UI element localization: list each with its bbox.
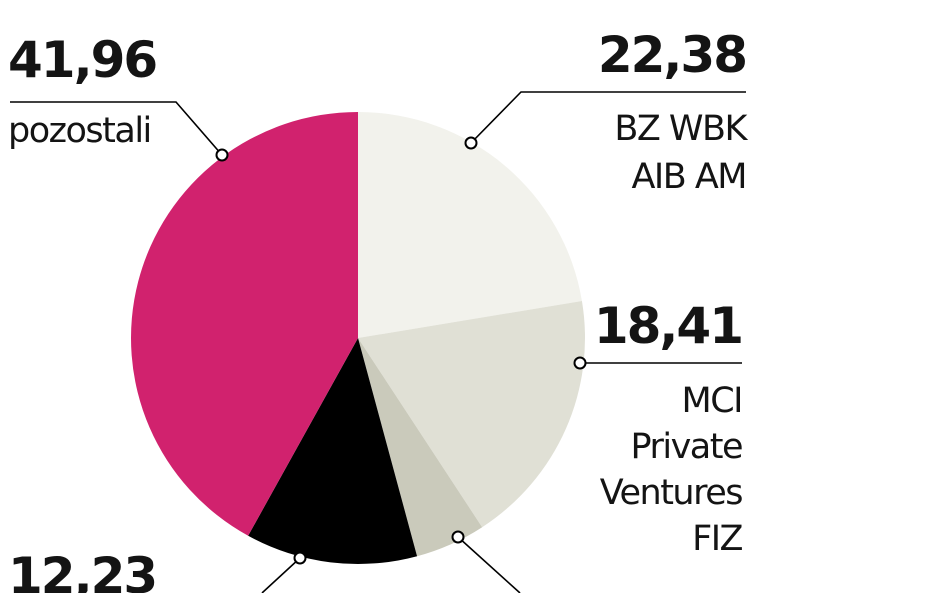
pie-slice-4 <box>130 112 358 536</box>
leader-line-2 <box>457 536 521 593</box>
leader-dot-0 <box>464 136 478 150</box>
slice-name-label-1-3: FIZ <box>692 519 742 559</box>
leader-dot-2 <box>451 530 465 544</box>
leader-dot-1 <box>573 356 587 370</box>
pie-slice-0 <box>358 112 582 338</box>
slice-name-label-4-0: pozostali <box>8 111 151 151</box>
leader-line-3 <box>261 557 301 593</box>
pie-slice-2 <box>358 338 483 557</box>
slice-value-label-0: 22,38 <box>598 26 746 84</box>
slice-value-label-4: 41,96 <box>8 31 156 89</box>
leader-dot-3 <box>293 551 307 565</box>
leader-dot-4 <box>215 148 229 162</box>
slice-name-label-0-1: AIB AM <box>631 157 746 197</box>
slice-value-label-3: 12,23 <box>8 547 156 593</box>
slice-name-label-1-2: Ventures <box>600 473 743 513</box>
pie-slice-3 <box>248 338 418 564</box>
slice-value-label-1: 18,41 <box>594 297 742 355</box>
slice-name-label-1-1: Private <box>630 427 742 467</box>
leader-line-0 <box>470 91 746 144</box>
pie-slice-1 <box>358 300 585 528</box>
slice-name-label-1-0: MCI <box>682 381 742 421</box>
slice-name-label-0-0: BZ WBK <box>614 109 748 149</box>
leader-line-4 <box>10 101 223 156</box>
